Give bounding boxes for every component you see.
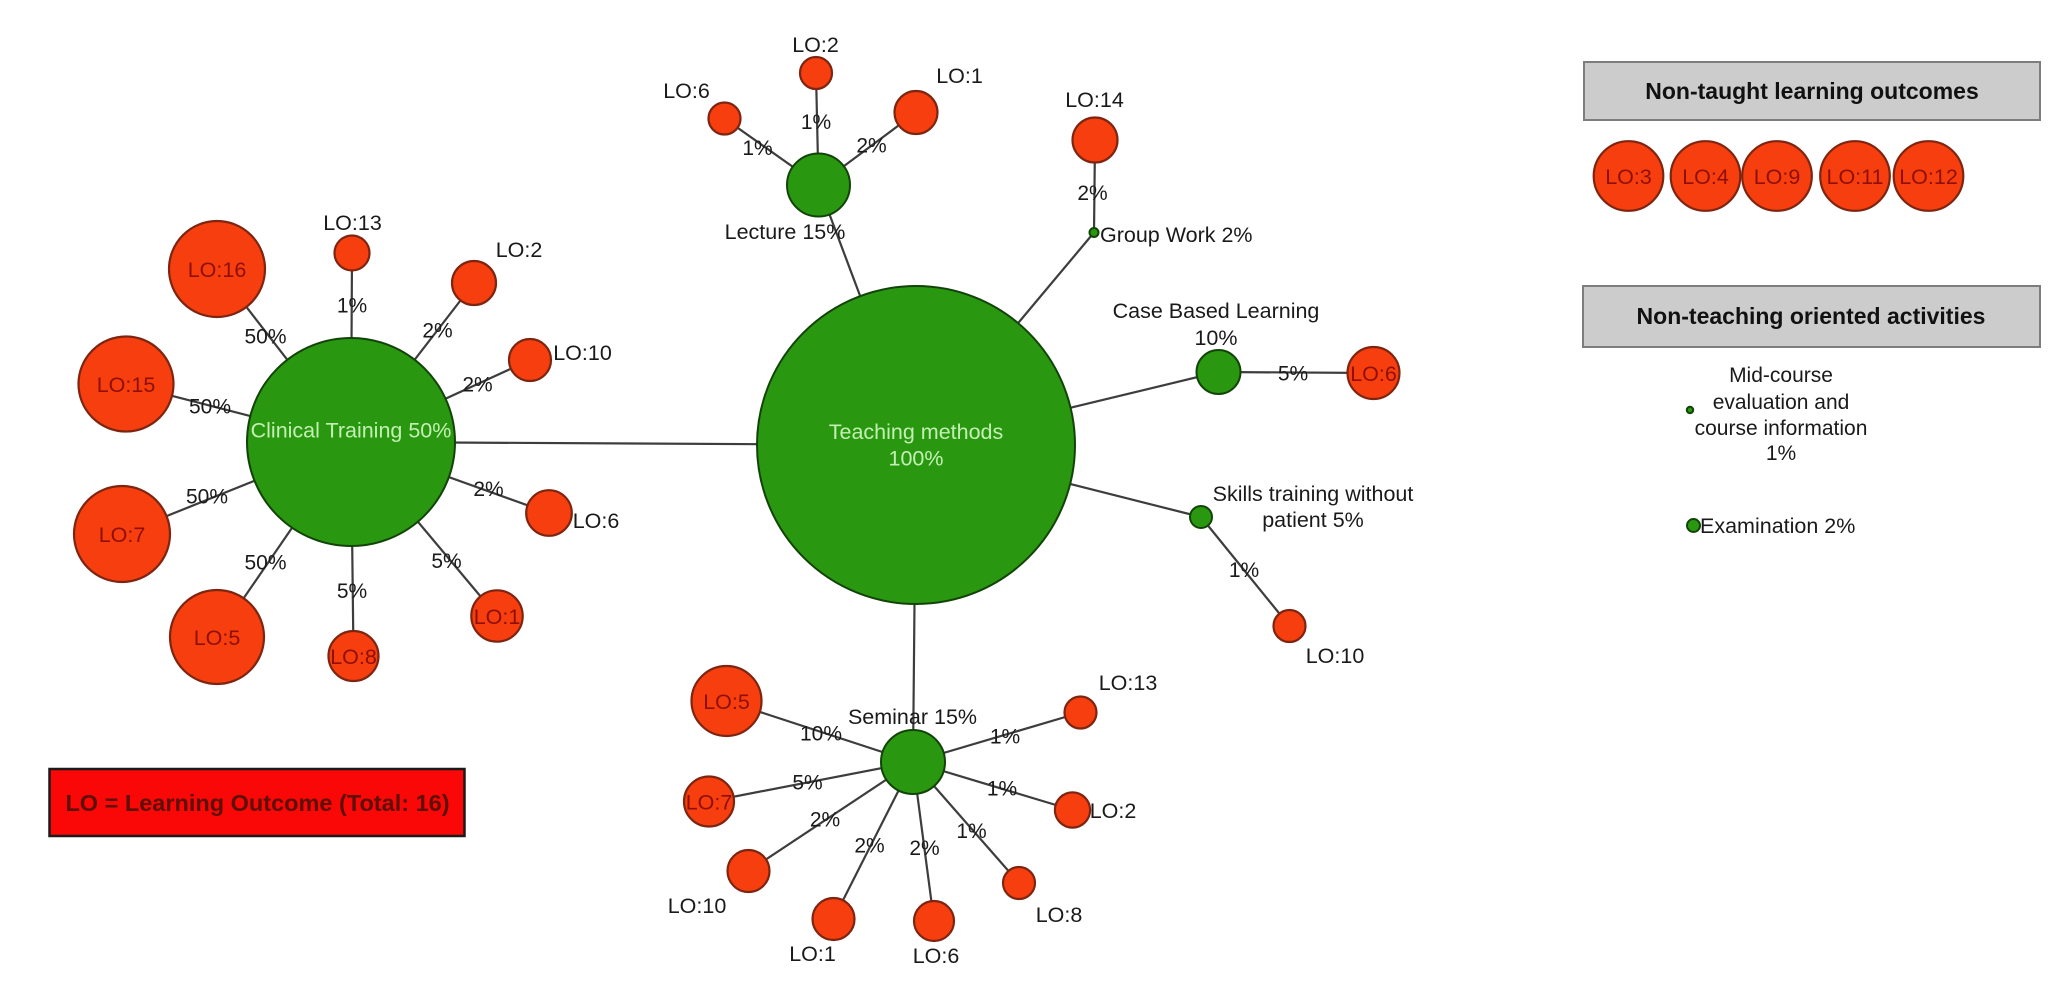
svg-text:2%: 2% [810, 809, 840, 832]
svg-text:LO:4: LO:4 [1682, 165, 1729, 189]
svg-text:LO:6: LO:6 [1350, 362, 1397, 386]
svg-text:50%: 50% [244, 552, 286, 575]
svg-text:LO:6: LO:6 [913, 944, 960, 968]
svg-text:LO:9: LO:9 [1754, 165, 1801, 189]
svg-text:Non-teaching oriented activiti: Non-teaching oriented activities [1637, 303, 1986, 329]
svg-text:Group Work 2%: Group Work 2% [1100, 223, 1253, 247]
svg-text:2%: 2% [856, 135, 886, 158]
svg-text:Clinical Training 50%: Clinical Training 50% [251, 419, 452, 443]
svg-text:Teaching methods: Teaching methods [829, 420, 1004, 444]
svg-text:1%: 1% [987, 778, 1017, 801]
svg-text:5%: 5% [792, 772, 822, 795]
svg-text:5%: 5% [1278, 363, 1308, 386]
svg-text:LO:5: LO:5 [703, 690, 750, 714]
svg-text:1%: 1% [742, 137, 772, 160]
svg-text:Examination 2%: Examination 2% [1700, 514, 1855, 538]
svg-text:1%: 1% [801, 111, 831, 134]
svg-text:2%: 2% [422, 320, 452, 343]
svg-text:Lecture 15%: Lecture 15% [725, 220, 846, 244]
svg-text:LO:15: LO:15 [97, 373, 156, 397]
svg-text:2%: 2% [909, 837, 939, 860]
svg-text:50%: 50% [186, 486, 228, 509]
svg-text:2%: 2% [462, 374, 492, 397]
svg-text:LO:10: LO:10 [668, 894, 727, 918]
svg-text:LO:2: LO:2 [792, 33, 839, 57]
svg-text:1%: 1% [956, 820, 986, 843]
svg-text:Mid-course: Mid-course [1729, 364, 1833, 387]
svg-text:1%: 1% [337, 295, 367, 318]
svg-text:LO:2: LO:2 [496, 238, 543, 262]
svg-text:LO:6: LO:6 [573, 509, 620, 533]
svg-text:LO:1: LO:1 [936, 64, 983, 88]
svg-text:Non-taught learning outcomes: Non-taught learning outcomes [1645, 78, 1979, 104]
svg-text:100%: 100% [889, 447, 944, 471]
svg-text:50%: 50% [189, 396, 231, 419]
svg-text:patient 5%: patient 5% [1262, 508, 1364, 532]
svg-text:Skills training without: Skills training without [1213, 482, 1414, 506]
svg-text:LO:11: LO:11 [1827, 165, 1884, 189]
svg-text:Seminar 15%: Seminar 15% [848, 705, 977, 729]
svg-text:50%: 50% [244, 326, 286, 349]
svg-text:2%: 2% [1077, 182, 1107, 205]
svg-text:5%: 5% [337, 580, 367, 603]
svg-text:LO:1: LO:1 [474, 605, 521, 629]
svg-text:LO = Learning Outcome (Total:: LO = Learning Outcome (Total: 16) [65, 790, 449, 816]
svg-text:LO:7: LO:7 [686, 791, 733, 815]
svg-text:LO:8: LO:8 [330, 645, 377, 669]
svg-text:1%: 1% [1229, 559, 1259, 582]
svg-text:LO:13: LO:13 [1099, 671, 1158, 695]
svg-text:1%: 1% [1766, 442, 1796, 465]
svg-text:LO:12: LO:12 [1899, 165, 1958, 189]
svg-text:Case Based Learning: Case Based Learning [1113, 299, 1320, 323]
svg-text:LO:10: LO:10 [1306, 644, 1365, 668]
svg-text:LO:16: LO:16 [188, 258, 247, 282]
svg-text:LO:13: LO:13 [323, 211, 382, 235]
svg-text:LO:8: LO:8 [1036, 903, 1083, 927]
svg-text:LO:3: LO:3 [1605, 165, 1652, 189]
svg-text:LO:14: LO:14 [1065, 88, 1124, 112]
svg-text:10%: 10% [1194, 326, 1237, 350]
svg-text:10%: 10% [800, 723, 842, 746]
svg-text:5%: 5% [431, 550, 461, 573]
svg-text:LO:6: LO:6 [663, 79, 710, 103]
svg-text:LO:7: LO:7 [99, 523, 146, 547]
svg-text:2%: 2% [473, 478, 503, 501]
svg-text:LO:1: LO:1 [789, 942, 836, 966]
svg-text:LO:2: LO:2 [1090, 799, 1137, 823]
svg-text:evaluation and: evaluation and [1713, 391, 1850, 414]
svg-text:LO:10: LO:10 [553, 341, 612, 365]
svg-text:1%: 1% [990, 726, 1020, 749]
svg-text:course information: course information [1695, 417, 1868, 440]
svg-text:2%: 2% [854, 835, 884, 858]
svg-text:LO:5: LO:5 [194, 626, 241, 650]
